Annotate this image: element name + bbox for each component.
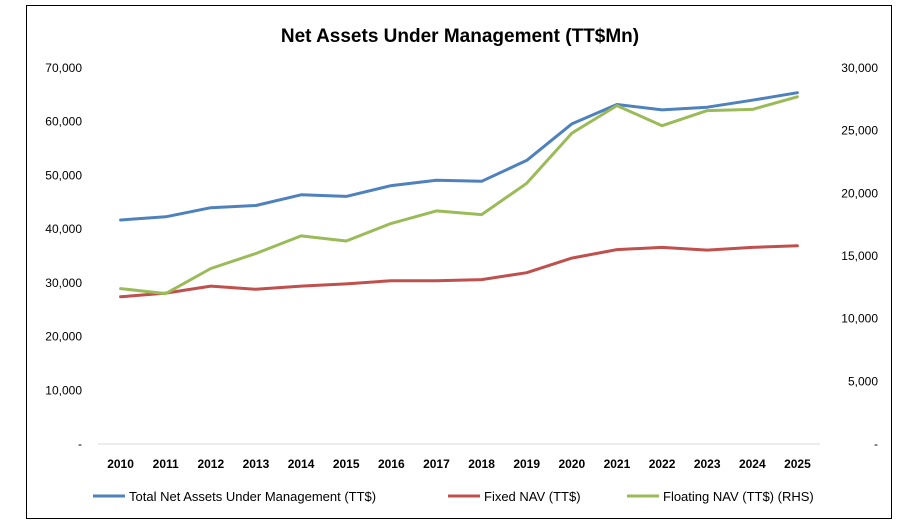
right-tick-label: 25,000 [841,124,878,138]
left-tick-label: 20,000 [45,330,82,344]
left-tick-label: 30,000 [45,276,82,290]
x-tick-label: 2010 [107,457,134,471]
series-line-1 [119,91,799,222]
right-axis: - 5,000 10,000 15,000 20,000 25,000 30,000 [841,61,878,451]
x-tick-label: 2018 [468,457,495,471]
x-tick-label: 2022 [649,457,676,471]
right-tick-label: - [874,437,878,451]
right-tick-label: 20,000 [841,186,878,200]
right-tick-label: 30,000 [841,61,878,75]
left-tick-label: - [78,437,82,451]
legend-label: Fixed NAV (TT$) [484,489,581,504]
x-tick-label: 2013 [243,457,270,471]
x-tick-label: 2024 [739,457,766,471]
x-axis: 2010 2011 2012 2013 2014 2015 2016 2017 2018 2019… [107,457,811,471]
x-tick-label: 2019 [513,457,540,471]
right-tick-label: 10,000 [841,312,878,326]
legend-label: Floating NAV (TT$) (RHS) [663,489,814,504]
left-tick-label: 50,000 [45,168,82,182]
left-tick-label: 70,000 [45,61,82,75]
left-axis: - 10,000 20,000 30,000 40,000 50,000 60,000 70,… [45,61,82,451]
x-tick-label: 2021 [604,457,631,471]
x-tick-label: 2014 [288,457,315,471]
x-tick-label: 2011 [153,457,179,471]
x-tick-label: 2025 [784,457,811,471]
chart-title: Net Assets Under Management (TT$Mn) [281,26,639,47]
left-tick-label: 10,000 [45,383,82,397]
x-tick-label: 2017 [423,457,450,471]
x-tick-label: 2023 [694,457,721,471]
x-tick-label: 2020 [558,457,585,471]
x-tick-label: 2016 [378,457,405,471]
left-tick-label: 40,000 [45,222,82,236]
right-tick-label: 15,000 [841,249,878,263]
series-line-3 [119,95,799,296]
chart-frame [26,5,892,519]
x-tick-label: 2012 [197,457,224,471]
right-tick-label: 5,000 [848,374,878,388]
legend-label: Total Net Assets Under Management (TT$) [129,489,376,504]
legend: Total Net Assets Under Management (TT$) F… [93,489,814,504]
left-tick-label: 60,000 [45,115,82,129]
series-lines [119,91,799,299]
x-tick-label: 2015 [333,457,360,471]
series-line-2 [119,244,799,299]
